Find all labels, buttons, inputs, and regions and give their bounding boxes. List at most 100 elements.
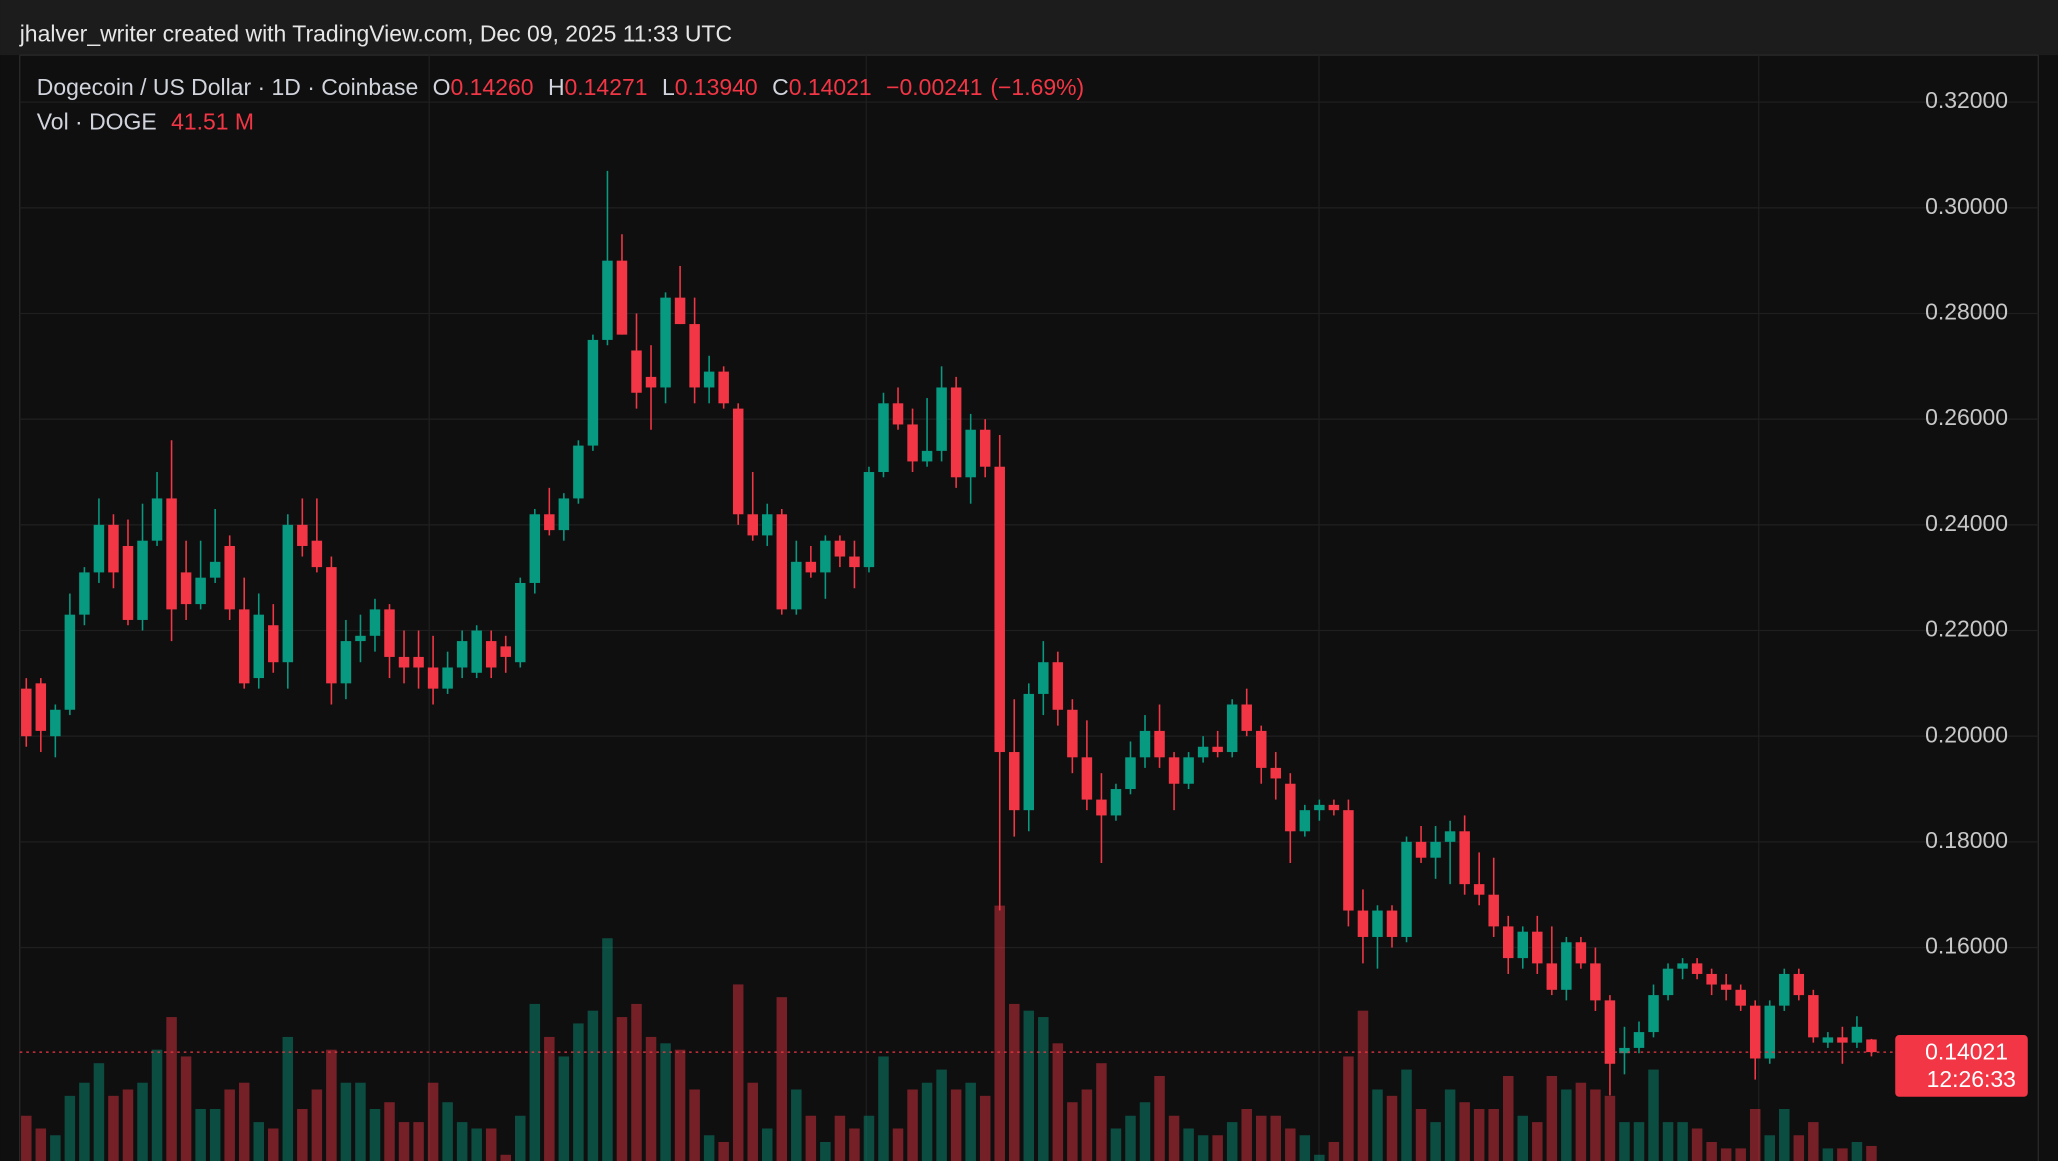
volume-bar: [747, 1082, 758, 1161]
legend-change: −0.00241: [886, 74, 982, 100]
vertical-grid: [428, 55, 1760, 1161]
volume-bar: [1473, 1108, 1485, 1161]
volume-bar: [587, 1010, 599, 1161]
candle-body: [1662, 968, 1674, 996]
volume-bar: [384, 1102, 395, 1161]
candle-body: [732, 408, 744, 515]
volume-bar: [398, 1122, 410, 1161]
legend-volume: 41.51 M: [171, 108, 254, 134]
candle-body: [878, 403, 889, 473]
volume-bar: [558, 1056, 570, 1161]
y-tick-label: 0.16000: [1925, 933, 2008, 959]
volume-bar: [21, 1115, 32, 1161]
candle-body: [1619, 1047, 1630, 1054]
candle-body: [573, 445, 584, 499]
legend-field-value: 0.14271: [565, 74, 648, 100]
candle-body: [616, 260, 628, 335]
volume-bar: [369, 1108, 381, 1161]
candle-body: [892, 403, 904, 425]
candle-body: [1110, 789, 1122, 816]
candle-body: [1604, 1000, 1616, 1064]
volume-bar: [776, 997, 788, 1161]
candle-body: [1197, 746, 1209, 758]
candle-body: [529, 514, 541, 583]
candle-body: [1299, 810, 1311, 832]
candle-body: [180, 572, 192, 605]
volume-bar: [820, 1142, 831, 1161]
volume-bar: [1096, 1063, 1107, 1161]
y-tick-label: 0.24000: [1925, 510, 2008, 536]
legend-row: Dogecoin / US Dollar · 1D · Coinbase O0.1…: [37, 74, 1084, 100]
candle-body: [1212, 746, 1223, 753]
volume-bar: [718, 1142, 729, 1161]
legend-change-pct: (−1.69%): [990, 74, 1084, 100]
candle-body: [166, 498, 177, 610]
volume-bar: [1590, 1089, 1601, 1161]
volume-bar: [1764, 1135, 1776, 1161]
volume-bar: [602, 938, 613, 1161]
candle-body: [64, 614, 76, 710]
volume-bar: [805, 1115, 817, 1161]
candle-body: [122, 545, 134, 620]
candle-body: [747, 514, 758, 536]
candle-body: [413, 656, 424, 668]
volume-bar: [1125, 1115, 1136, 1161]
candle-body: [1415, 841, 1427, 858]
candle-body: [674, 297, 686, 325]
volume-bar: [1415, 1108, 1427, 1161]
volume-bar: [529, 1003, 541, 1161]
candle-body: [1517, 931, 1529, 959]
volume-bar: [660, 1043, 671, 1161]
candle-body: [863, 472, 875, 568]
volume-bar: [122, 1089, 134, 1161]
volume-bar: [1038, 1017, 1049, 1161]
volume-bar: [1735, 1148, 1746, 1161]
volume-bar: [1720, 1148, 1732, 1161]
legend-field-value: 0.14021: [789, 74, 872, 100]
volume-bar: [1168, 1115, 1180, 1161]
candle-body: [1052, 662, 1064, 710]
candle-body: [1372, 910, 1383, 937]
volume-bar: [1459, 1102, 1470, 1161]
volume-bar: [732, 984, 744, 1161]
candle-body: [485, 641, 497, 668]
candle-body: [1125, 757, 1136, 790]
candle-body: [1546, 963, 1558, 990]
candle-body: [1343, 810, 1354, 911]
volume-bar: [50, 1135, 61, 1161]
legend-field-value: 0.14260: [451, 74, 534, 100]
volume-bar: [950, 1089, 962, 1161]
header-bar: [0, 0, 2058, 56]
volume-bar: [1444, 1089, 1456, 1161]
volume-bar: [1372, 1089, 1383, 1161]
candle-body: [1837, 1037, 1848, 1043]
volume-bar: [79, 1082, 90, 1161]
volume-bar: [1401, 1069, 1412, 1161]
volume-bar: [253, 1122, 264, 1161]
legend-field-key: H: [548, 74, 565, 100]
volume-bar: [1314, 1154, 1325, 1161]
candle-body: [805, 561, 817, 573]
candle-body: [1851, 1026, 1863, 1043]
candle-body: [558, 498, 570, 531]
volume-bar: [137, 1082, 148, 1161]
volume-bar: [471, 1128, 482, 1161]
candle-body: [936, 387, 947, 451]
candle-body: [1241, 704, 1252, 731]
candle-body: [50, 709, 61, 737]
candle-body: [631, 350, 642, 393]
candle-body: [834, 540, 846, 557]
candle-body: [645, 376, 657, 388]
volume-bar: [166, 1017, 177, 1161]
y-tick-label: 0.26000: [1925, 404, 2008, 430]
volume-bar: [907, 1089, 918, 1161]
candle-body: [1648, 995, 1659, 1033]
volume-bar: [674, 1049, 686, 1161]
volume-bar: [1502, 1075, 1514, 1161]
candle-body: [1808, 995, 1819, 1038]
candle-body: [1096, 799, 1107, 816]
volume-bar: [485, 1128, 497, 1161]
legend-field-value: 0.13940: [675, 74, 758, 100]
candle-body: [224, 545, 235, 610]
